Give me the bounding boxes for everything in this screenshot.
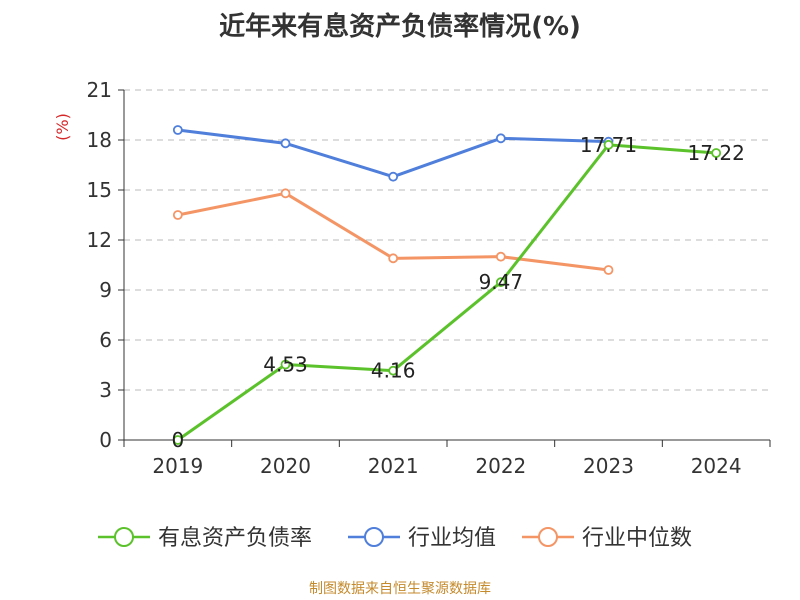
x-tick-label: 2023	[583, 454, 634, 478]
x-tick-label: 2024	[691, 454, 742, 478]
x-tick-label: 2022	[475, 454, 526, 478]
y-tick-label: 9	[99, 278, 112, 302]
legend-marker	[538, 527, 558, 547]
legend-label: 行业均值	[408, 526, 496, 551]
y-tick-label: 21	[87, 78, 112, 102]
grid-lines	[124, 89, 770, 391]
data-label: 4.53	[263, 353, 308, 377]
axes: 0 3 6 9 12 15 18 21 2019 2020 2021 2022 2023 2024 (%)	[53, 78, 771, 478]
data-labels: 0 4.53 4.16 9.47 17.71 17.22	[171, 133, 744, 452]
legend-marker	[364, 527, 384, 547]
data-point	[388, 171, 399, 182]
series-line	[177, 128, 609, 179]
data-label: 9.47	[479, 270, 524, 294]
data-point	[172, 125, 183, 135]
y-tick-label: 15	[87, 178, 112, 202]
legend: 有息资产负债率 行业均值 行业中位数	[98, 526, 692, 551]
y-tick-label: 3	[99, 378, 112, 402]
data-point	[711, 148, 722, 158]
x-tick-label: 2021	[368, 454, 419, 478]
y-tick-label: 0	[99, 428, 112, 452]
data-point	[495, 133, 506, 144]
data-point	[495, 277, 506, 288]
data-point	[603, 265, 614, 275]
data-point	[495, 251, 506, 262]
y-tick-label: 12	[87, 228, 112, 252]
series-line	[176, 143, 717, 442]
x-tick-label: 2019	[152, 454, 203, 478]
data-point	[388, 253, 399, 264]
y-tick-label: 6	[99, 328, 112, 352]
source-note: 制图数据来自恒生聚源数据库	[309, 581, 491, 597]
data-point	[388, 365, 399, 376]
data-point	[280, 138, 291, 149]
legend-label: 行业中位数	[582, 526, 692, 551]
data-label: 17.71	[580, 133, 637, 157]
data-point	[172, 435, 183, 445]
data-label: 4.16	[371, 359, 416, 383]
legend-marker	[114, 527, 134, 547]
x-tick-label: 2020	[260, 454, 311, 478]
series-lines	[172, 125, 722, 445]
data-label: 0	[171, 428, 184, 452]
y-tick-label: 18	[87, 128, 112, 152]
data-point	[280, 188, 291, 199]
data-point	[172, 210, 183, 220]
legend-label: 有息资产负债率	[158, 526, 312, 551]
y-axis-label: (%)	[53, 113, 72, 141]
data-label: 17.22	[688, 141, 745, 165]
data-point	[280, 359, 291, 370]
data-point	[603, 139, 614, 150]
chart-title: 近年来有息资产负债率情况(%)	[219, 12, 581, 42]
